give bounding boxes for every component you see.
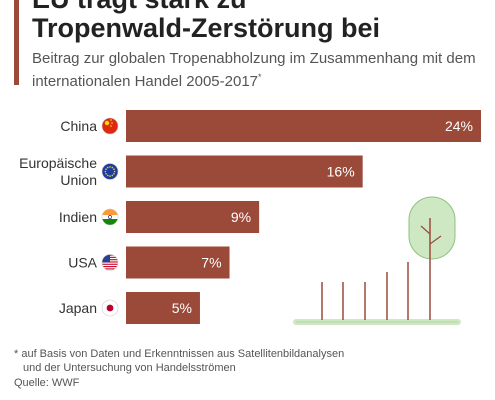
japan-flag-icon: [101, 299, 119, 317]
chart-title-line-1: EU trägt stark zu: [32, 0, 247, 14]
flag-star-small: [111, 122, 113, 124]
category-label-line: Japan: [59, 300, 97, 316]
category-label-5: Japan: [59, 300, 97, 316]
flag-field: [102, 163, 118, 180]
bar-value-label-4: 7%: [201, 255, 221, 271]
category-label-line: Europäische: [19, 155, 97, 171]
flag-border: [101, 254, 119, 271]
flag-border: [101, 117, 119, 135]
flag-stripe-bottom: [102, 219, 118, 225]
flag-border: [101, 299, 119, 317]
bar-value-label-3: 9%: [231, 209, 251, 225]
flag-sun: [106, 304, 114, 312]
category-label-line: Union: [60, 172, 97, 188]
flag-stripe: [102, 268, 118, 270]
flag-star: [113, 168, 115, 170]
flag-border: [101, 208, 119, 226]
tree-branch-right: [429, 235, 442, 245]
flag-artwork: [102, 118, 118, 134]
flag-star: [113, 173, 115, 175]
tree-branch-left: [420, 225, 431, 235]
bar-4: [126, 246, 230, 279]
flag-star: [105, 168, 107, 170]
india-flag-icon: [101, 208, 119, 226]
flag-star: [106, 166, 109, 169]
flag-star: [111, 174, 114, 177]
footnote-line-1: * auf Basis von Daten und Erkenntnissen …: [14, 348, 345, 360]
bar-1: [126, 110, 481, 142]
flag-artwork: [102, 300, 118, 316]
bar-value-label-5: 5%: [172, 300, 192, 316]
flag-star: [111, 166, 114, 169]
category-label-line: Indien: [59, 209, 97, 225]
flag-star: [104, 170, 107, 173]
subtitle-footnote-marker: *: [258, 72, 262, 82]
flag-star-small: [110, 125, 112, 127]
bar-value-label-2: 16%: [327, 164, 355, 180]
source-credit: Quelle: WWF: [14, 377, 80, 389]
bar-value-label-1: 24%: [445, 118, 473, 134]
bar-chart: 24% China 16% Europäische Union 9% Indien 7% USA…: [19, 110, 481, 325]
flag-stripe-middle: [102, 215, 118, 219]
flag-star: [109, 175, 111, 177]
flag-artwork: [102, 254, 118, 271]
flag-border: [101, 163, 119, 180]
category-label-line: China: [60, 118, 97, 134]
flag-wheel: [108, 215, 112, 219]
flag-canton: [102, 254, 110, 263]
category-label-3: Indien: [59, 209, 97, 225]
bar-2: [126, 155, 363, 188]
chart-title-line-2: Tropenwald-Zerstörung bei: [32, 13, 381, 43]
footnote: * auf Basis von Daten und Erkenntnissen …: [14, 347, 344, 375]
bar-5: [126, 292, 200, 324]
china-flag-icon: [101, 117, 119, 135]
flag-artwork: [102, 209, 118, 225]
usa-flag-icon: [101, 254, 119, 271]
flag-stripe: [102, 263, 118, 265]
flag-stripe-top: [102, 209, 118, 215]
category-label-1: China: [60, 118, 97, 134]
flag-star: [105, 173, 107, 175]
flag-star-small: [110, 119, 112, 121]
title-accent-bar: [14, 0, 19, 85]
flag-star: [109, 166, 111, 168]
deforestation-illustration: [293, 196, 461, 325]
chart-subtitle: Beitrag zur globalen Tropenabholzung im …: [32, 50, 487, 91]
tree-crown: [408, 196, 456, 260]
flag-star: [113, 170, 116, 173]
eu-flag-icon: [101, 163, 119, 180]
flag-star: [106, 174, 109, 177]
category-label-line: USA: [68, 255, 97, 271]
category-label-4: USA: [68, 255, 97, 271]
bar-3: [126, 201, 260, 233]
footnote-line-2: und der Untersuchung von Handelsströmen: [23, 362, 236, 374]
subtitle-text: Beitrag zur globalen Tropenabholzung im …: [32, 50, 476, 90]
flag-stripe: [102, 266, 118, 268]
flag-star: [104, 120, 110, 126]
flag-artwork: [102, 163, 118, 180]
category-label-2: Europäische Union: [19, 155, 97, 188]
